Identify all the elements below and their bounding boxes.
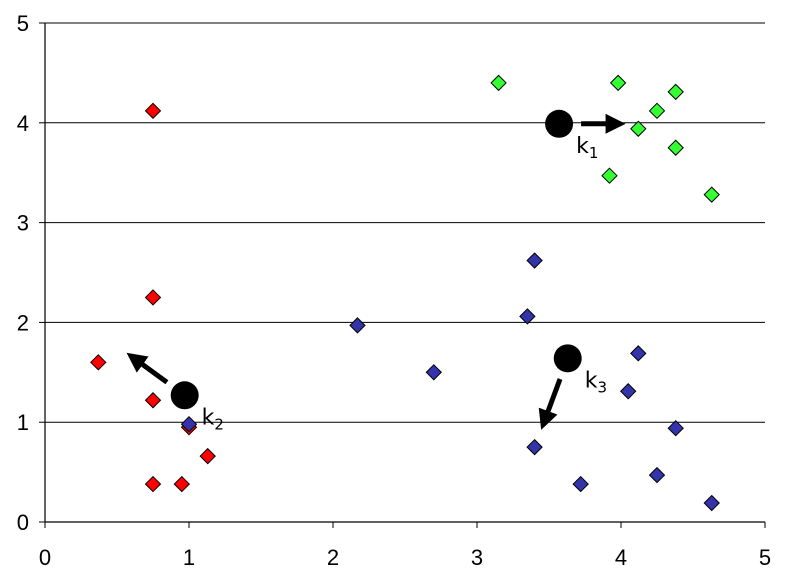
x-tick-label: 4 (615, 545, 627, 570)
data-point (180, 415, 198, 433)
data-point (667, 419, 684, 437)
y-tick-label: 5 (17, 11, 29, 36)
centroid-label: k3 (585, 368, 607, 396)
y-tick-label: 3 (17, 211, 29, 236)
data-point (173, 475, 191, 493)
data-point (667, 83, 684, 101)
data-point (425, 364, 443, 381)
data-point (572, 475, 589, 493)
centroid-label-subscript: 1 (589, 144, 599, 162)
x-tick-label: 5 (759, 545, 771, 570)
data-point (630, 345, 647, 362)
data-point (526, 438, 543, 456)
centroid-marker (170, 381, 199, 410)
data-point (619, 383, 637, 400)
y-tick-label: 0 (17, 510, 29, 535)
data-point (349, 317, 366, 334)
data-point (601, 167, 618, 184)
tick-labels: 0 1 2 3 4 5 0 1 2 3 4 5 (17, 11, 771, 570)
centroid-marker (553, 344, 582, 373)
data-point (648, 466, 666, 484)
data-point (490, 74, 507, 92)
data-point (667, 139, 684, 156)
data-points (90, 74, 720, 512)
x-tick-label: 2 (327, 545, 339, 570)
data-point (144, 289, 162, 306)
y-tick-label: 4 (17, 111, 29, 136)
data-point (199, 447, 216, 465)
axes (39, 22, 766, 528)
centroid-label-subscript: 3 (597, 378, 607, 396)
data-point (648, 102, 666, 120)
data-point (144, 102, 162, 120)
data-point (703, 186, 720, 203)
data-point (144, 475, 162, 493)
x-tick-label: 0 (39, 545, 51, 570)
data-point (630, 120, 647, 137)
centroid-arrow (538, 378, 563, 430)
x-tick-label: 1 (183, 545, 195, 570)
x-tick-label: 3 (471, 545, 483, 570)
y-tick-label: 1 (17, 410, 29, 435)
y-tick-label: 2 (17, 310, 29, 335)
centroid-label: k2 (202, 405, 224, 433)
data-point (703, 494, 720, 512)
data-point (526, 252, 543, 269)
centroid-arrow (126, 352, 169, 385)
data-point (519, 308, 536, 325)
centroid-marker (545, 109, 574, 138)
data-point (144, 392, 162, 409)
centroid-arrows (126, 113, 626, 430)
gridlines (45, 22, 765, 423)
data-point (609, 74, 627, 92)
centroids: k1 k2 k3 (170, 109, 607, 433)
centroid-label: k1 (576, 134, 598, 162)
data-point (90, 354, 107, 371)
centroid-label-subscript: 2 (214, 415, 224, 433)
